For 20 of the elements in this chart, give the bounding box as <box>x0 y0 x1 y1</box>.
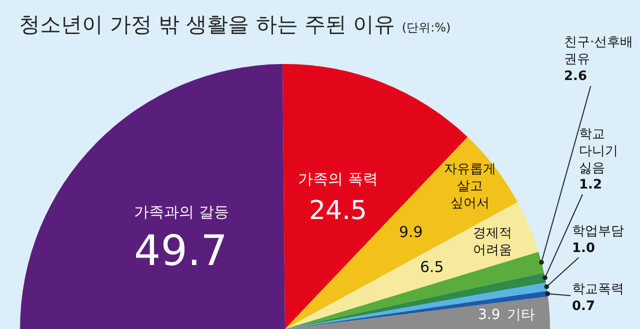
slice-label: 가족과의 갈등 <box>134 203 229 221</box>
data-label: 0.7 <box>572 298 596 314</box>
slice-label: 가족의 폭력 <box>298 170 378 188</box>
data-label: 1.0 <box>572 240 596 256</box>
data-label: 49.7 <box>134 226 228 275</box>
chart-subtitle: (단위:%) <box>402 20 451 34</box>
slice-label: 경제적 어려움 <box>473 226 512 258</box>
chart-title: 청소년이 가정 밖 생활을 하는 주된 이유 <box>19 12 396 36</box>
data-label: 9.9 <box>399 223 423 241</box>
data-label: 24.5 <box>309 196 367 226</box>
slice-label: 학교 다니기 싫음 <box>579 127 618 176</box>
slice-label: 기타 <box>507 307 535 323</box>
data-label: 6.5 <box>420 258 444 276</box>
data-label: 1.2 <box>579 178 602 193</box>
data-label: 2.6 <box>564 68 588 84</box>
slice-label: 학교폭력 <box>572 282 624 297</box>
slice-label: 학업부담 <box>572 224 624 239</box>
slice-label: 친구·선후배 권유 <box>564 35 634 67</box>
data-label: 3.9 <box>478 307 500 323</box>
slice-label: 자유롭게 살고 싶어서 <box>444 162 496 211</box>
